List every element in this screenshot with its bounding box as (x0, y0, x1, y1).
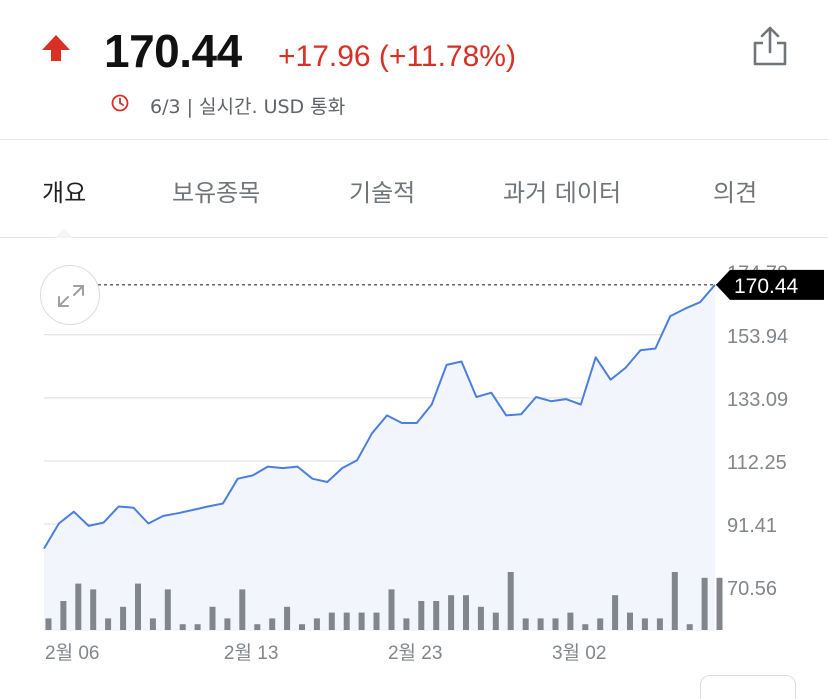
volume-bar (433, 601, 440, 630)
last-price-flag (716, 269, 824, 300)
volume-bar (164, 589, 171, 630)
y-tick-label: 133.09 (727, 389, 788, 411)
volume-bar (656, 618, 663, 630)
volume-bar (686, 624, 693, 630)
volume-bar (224, 618, 231, 630)
active-tab-indicator (55, 228, 73, 238)
tab-historical-data[interactable]: 과거 데이터 (503, 179, 622, 207)
expand-icon (58, 285, 84, 307)
expand-chart-button[interactable] (40, 265, 100, 325)
volume-bar (641, 618, 648, 630)
volume-bar (358, 612, 365, 630)
clock-icon (111, 94, 129, 112)
last-price-label: 170.44 (734, 275, 799, 298)
volume-bar (627, 612, 633, 630)
volume-bar (671, 572, 678, 630)
volume-bar (194, 624, 201, 630)
volume-bar (75, 583, 82, 630)
volume-bar (448, 595, 455, 630)
y-tick-label: 153.94 (727, 326, 788, 348)
quote-header: 170.44 +17.96 (+11.78%) 6/3 | 실시간. USD 통… (0, 0, 828, 140)
price-line (43, 284, 716, 550)
volume-bar (328, 612, 335, 630)
volume-bar (120, 606, 127, 630)
volume-bar (492, 612, 499, 630)
volume-bar (45, 618, 52, 630)
volume-bar (582, 624, 589, 630)
volume-bar (388, 589, 395, 630)
share-icon[interactable] (750, 24, 790, 68)
price-change: +17.96 (+11.78%) (278, 40, 516, 73)
x-tick-label: 3월 02 (552, 642, 606, 664)
volume-bar (284, 606, 291, 630)
volume-bar (701, 577, 708, 630)
volume-bar (90, 589, 97, 630)
volume-bar (239, 589, 246, 630)
volume-bar (313, 618, 320, 630)
volume-bar (463, 595, 469, 630)
volume-bar (269, 618, 276, 630)
tab-overview[interactable]: 개요 (42, 179, 87, 207)
volume-bar (343, 612, 350, 630)
volume-bar (254, 624, 261, 630)
volume-bar (149, 618, 156, 630)
volume-bar (105, 618, 112, 630)
chart-settings-button[interactable] (700, 675, 796, 699)
volume-bar (612, 595, 619, 630)
volume-bar (507, 572, 514, 630)
up-arrow-icon (42, 35, 70, 61)
tab-holdings[interactable]: 보유종목 (172, 179, 261, 207)
x-tick-label: 2월 06 (45, 642, 99, 664)
tab-bar: 개요 보유종목 기술적 과거 데이터 의견 (0, 140, 828, 238)
x-tick-label: 2월 13 (224, 642, 278, 664)
volume-bar (537, 618, 544, 630)
tab-technical[interactable]: 기술적 (349, 179, 416, 207)
volume-bar (567, 612, 574, 630)
volume-bar (522, 618, 529, 630)
volume-bar (477, 606, 484, 630)
y-tick-label: 112.25 (727, 452, 787, 474)
volume-bar (60, 601, 67, 630)
volume-bar (209, 606, 216, 630)
volume-bar (179, 624, 186, 630)
current-price: 170.44 (104, 25, 242, 77)
tab-opinion[interactable]: 의견 (713, 179, 758, 207)
price-area-fill (44, 284, 715, 631)
volume-bar (418, 601, 425, 630)
volume-bar (597, 618, 604, 630)
volume-bar (135, 583, 141, 630)
volume-bar (403, 618, 410, 630)
x-tick-label: 2월 23 (388, 642, 442, 664)
y-tick-label: 70.56 (727, 578, 777, 600)
volume-bar (373, 612, 380, 630)
volume-bar (299, 624, 305, 630)
volume-bar (552, 618, 559, 630)
volume-bar (716, 577, 723, 630)
quote-meta: 6/3 | 실시간. USD 통화 (150, 96, 346, 118)
y-tick-label: 91.41 (727, 515, 777, 537)
